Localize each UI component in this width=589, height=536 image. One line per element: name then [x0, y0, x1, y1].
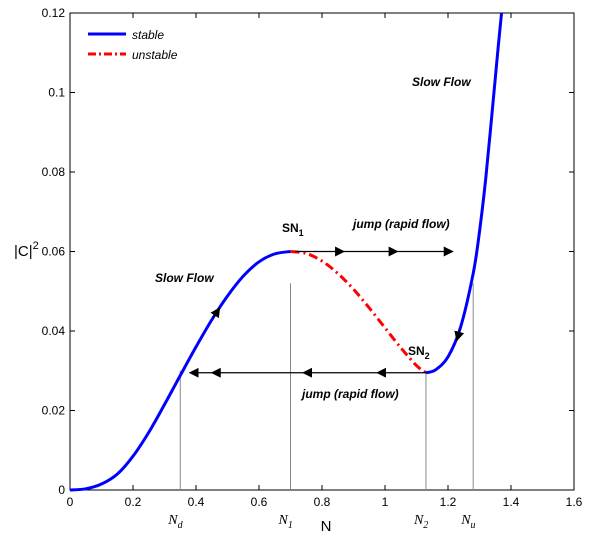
marker-u: Nu — [460, 513, 475, 531]
series-stable-2 — [425, 12, 504, 375]
x-tick-label: 0.6 — [251, 495, 268, 509]
x-tick-label: 1.6 — [566, 495, 583, 509]
x-tick-label: 1.4 — [503, 495, 520, 509]
y-axis-label-base: |C| — [14, 243, 33, 260]
x-tick-label: 0.4 — [188, 495, 205, 509]
marker-1: N1 — [278, 513, 293, 531]
jump-top-label: jump (rapid flow) — [351, 217, 450, 231]
x-tick-label: 1 — [382, 495, 389, 509]
jump-bottom-label: jump (rapid flow) — [300, 387, 399, 401]
x-axis-label: N — [321, 518, 332, 535]
sn1-label: SN1 — [282, 221, 304, 238]
slow-flow-right-label: Slow Flow — [412, 75, 471, 89]
y-tick-label: 0.04 — [42, 324, 66, 338]
guide-lines: Nd N1 N2 Nu — [167, 283, 476, 531]
axis-ticks: 0 0.2 0.4 0.6 0.8 1 1.2 1.4 1.6 0 0.02 0.04 0.06 0.08… — [42, 6, 583, 509]
legend-stable-label: stable — [132, 28, 164, 42]
x-tick-label: 1.2 — [440, 495, 457, 509]
slow-flow-arrow — [454, 328, 465, 342]
y-tick-label: 0.06 — [42, 245, 66, 259]
marker-d: Nd — [167, 513, 183, 531]
y-tick-label: 0 — [58, 483, 65, 497]
x-tick-label: 0.2 — [125, 495, 142, 509]
flow-arrows — [188, 246, 465, 378]
marker-2: N2 — [413, 513, 428, 531]
y-tick-label: 0.02 — [42, 404, 66, 418]
sn2-label: SN2 — [408, 344, 430, 361]
y-tick-label: 0.08 — [42, 165, 66, 179]
curves — [69, 12, 504, 492]
series-unstable-1 — [290, 250, 427, 374]
y-tick-label: 0.12 — [42, 6, 66, 20]
series-stable-0 — [69, 250, 291, 492]
y-axis-label: |C|2 — [14, 240, 39, 260]
x-tick-label: 0.8 — [314, 495, 331, 509]
y-tick-label: 0.1 — [48, 86, 65, 100]
legend: stable unstable — [88, 28, 178, 62]
legend-unstable-label: unstable — [132, 48, 178, 62]
slow-flow-arrow — [210, 307, 221, 319]
x-tick-label: 0 — [67, 495, 74, 509]
slow-flow-left-label: Slow Flow — [155, 271, 214, 285]
y-axis-label-exponent: 2 — [33, 240, 39, 252]
